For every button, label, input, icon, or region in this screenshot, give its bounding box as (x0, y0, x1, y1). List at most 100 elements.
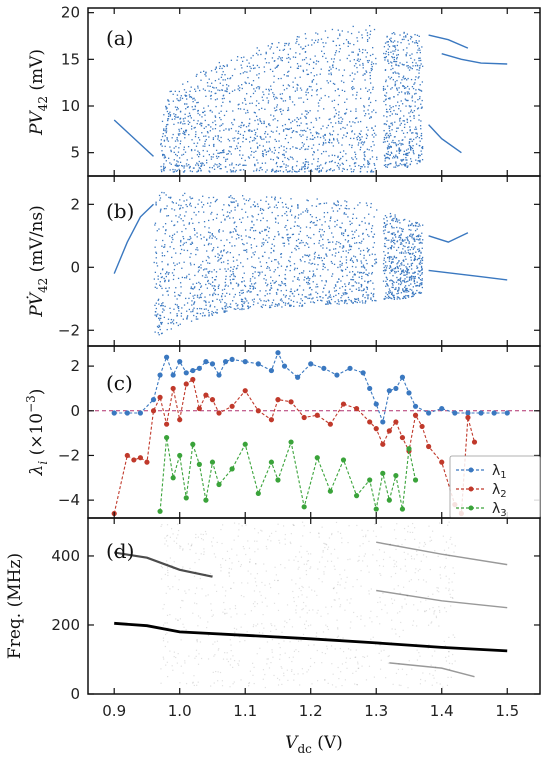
scatter-point (383, 257, 386, 259)
scatter-point (390, 151, 393, 154)
scatter-point (158, 303, 160, 305)
scatter-point (288, 298, 290, 300)
scatter-point (404, 250, 406, 252)
scatter-point (368, 59, 370, 62)
scatter-point (270, 252, 272, 254)
scatter-point (212, 86, 214, 88)
scatter-point (392, 294, 394, 297)
scatter-point (199, 234, 202, 236)
spectrogram-noise (440, 577, 442, 579)
scatter-point (420, 132, 423, 135)
scatter-point (161, 269, 164, 271)
scatter-point (365, 228, 368, 231)
scatter-point (278, 234, 280, 236)
scatter-point (291, 166, 294, 168)
scatter-point (298, 305, 301, 307)
spectrogram-noise (249, 561, 251, 563)
scatter-point (214, 279, 216, 281)
scatter-point (313, 253, 316, 255)
scatter-point (258, 257, 260, 259)
series-point-lambda2 (124, 452, 130, 459)
scatter-point (294, 215, 297, 218)
scatter-point (409, 130, 411, 132)
scatter-point (168, 280, 170, 282)
spectrogram-noise (368, 590, 370, 592)
spectrogram-noise (179, 547, 181, 549)
scatter-point (274, 109, 276, 112)
scatter-point (278, 284, 280, 286)
scatter-point (419, 154, 421, 157)
scatter-point (249, 280, 252, 282)
scatter-point (369, 33, 371, 36)
scatter-point (419, 283, 421, 285)
scatter-point (289, 269, 291, 272)
scatter-point (415, 128, 418, 130)
spectrogram-noise (376, 616, 378, 618)
scatter-point (242, 164, 244, 167)
scatter-point (190, 149, 193, 152)
scatter-point (281, 59, 283, 62)
scatter-point (410, 276, 413, 278)
scatter-point (184, 123, 186, 125)
scatter-point (367, 160, 369, 162)
scatter-point (401, 243, 403, 245)
scatter-point (329, 241, 331, 243)
scatter-point (192, 222, 194, 225)
spectrogram-noise (210, 609, 213, 611)
spectrogram-noise (357, 663, 359, 665)
scatter-point (360, 130, 362, 132)
scatter-point (343, 302, 346, 304)
scatter-point (386, 220, 388, 222)
scatter-point (197, 85, 199, 87)
scatter-point (330, 122, 332, 124)
scatter-point (271, 169, 273, 171)
scatter-point (406, 47, 408, 49)
scatter-point (155, 307, 158, 310)
scatter-point (401, 280, 404, 282)
scatter-point (310, 293, 312, 295)
spectrogram-noise (325, 543, 327, 545)
scatter-point (413, 117, 415, 119)
scatter-point (407, 225, 410, 227)
scatter-point (334, 248, 337, 250)
scatter-point (304, 261, 306, 263)
spectrogram-noise (240, 679, 242, 681)
spectrogram-noise (445, 587, 447, 589)
spectrogram-noise (230, 587, 232, 589)
scatter-point (162, 308, 164, 310)
scatter-point (195, 318, 198, 320)
scatter-point (246, 93, 248, 95)
scatter-point (393, 255, 396, 258)
scatter-point (347, 241, 349, 243)
scatter-point (322, 247, 324, 249)
scatter-point (299, 302, 301, 304)
scatter-point (405, 258, 407, 260)
scatter-point (207, 231, 210, 233)
scatter-point (396, 127, 398, 129)
spectrogram-noise (169, 536, 172, 538)
spectrogram-noise (238, 660, 240, 662)
scatter-point (225, 158, 227, 161)
scatter-point (194, 234, 196, 236)
scatter-point (295, 239, 298, 242)
spectrogram-noise (324, 543, 326, 545)
scatter-point (390, 297, 392, 299)
scatter-point (391, 152, 393, 154)
scatter-point (218, 231, 220, 233)
scatter-point (301, 299, 304, 302)
scatter-point (399, 268, 402, 270)
scatter-point (241, 281, 243, 283)
series-point-lambda2 (367, 419, 373, 425)
spectrogram-noise (255, 585, 258, 587)
scatter-point (160, 272, 162, 275)
spectrogram-noise (414, 527, 416, 529)
scatter-point (192, 309, 194, 311)
scatter-point (211, 233, 213, 235)
scatter-point (383, 115, 385, 117)
scatter-point (183, 133, 185, 135)
spectrogram-noise (397, 585, 399, 587)
scatter-point (216, 298, 218, 301)
scatter-point (335, 285, 337, 287)
scatter-point (386, 36, 388, 38)
scatter-point (299, 117, 302, 119)
